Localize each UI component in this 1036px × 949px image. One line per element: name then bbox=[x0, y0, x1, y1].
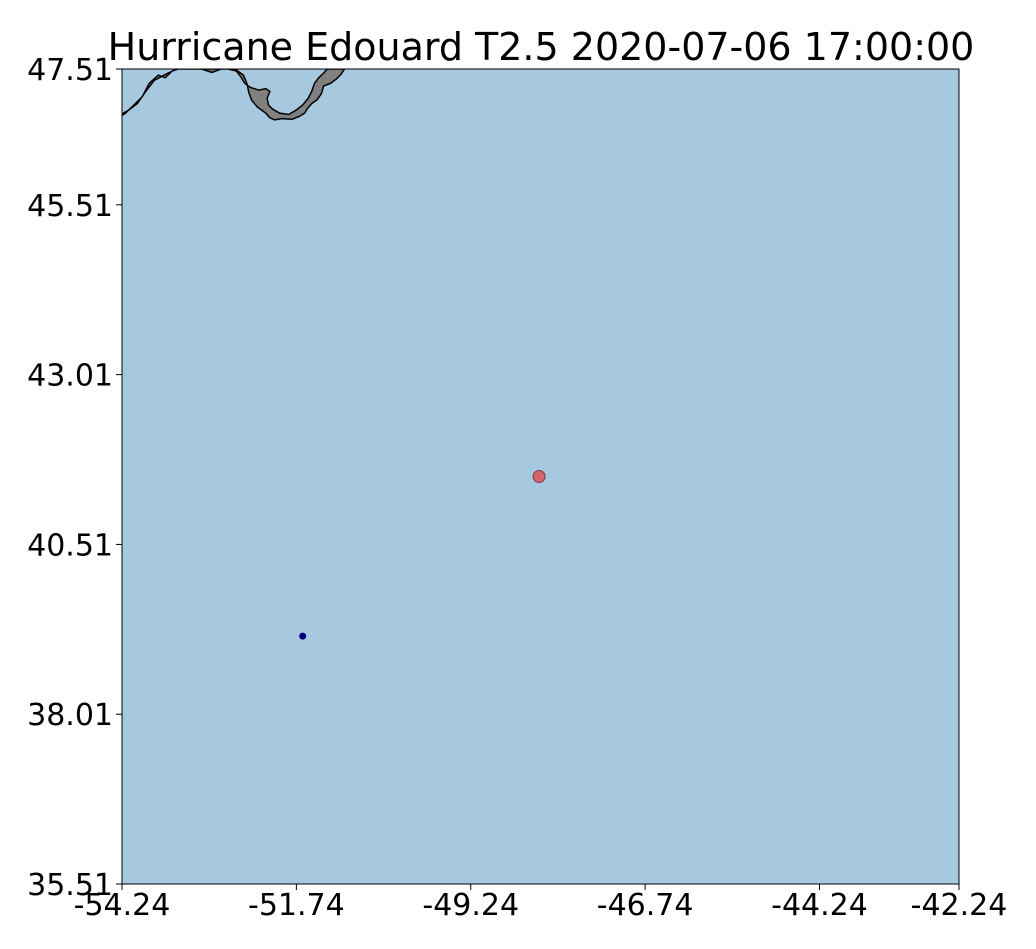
x-tick-label: -44.24 bbox=[771, 888, 868, 923]
y-tick-label: 47.51 bbox=[27, 53, 113, 88]
y-tick-label: 45.51 bbox=[27, 189, 113, 224]
x-tick-label: -51.74 bbox=[248, 888, 345, 923]
storm-center-marker bbox=[532, 470, 546, 483]
x-tick-label: -54.24 bbox=[74, 888, 171, 923]
x-tick-label: -49.24 bbox=[422, 888, 519, 923]
y-tick-label: 38.01 bbox=[27, 698, 113, 733]
x-axis: -54.24 -51.74 -49.24 -46.74 -44.24 -42.24 bbox=[74, 884, 1008, 923]
plot-frame bbox=[121, 68, 960, 885]
map-title: Hurricane Edouard T2.5 2020-07-06 17:00:… bbox=[108, 25, 975, 69]
x-tick-label: -42.24 bbox=[911, 888, 1008, 923]
y-tick-label: 35.51 bbox=[27, 868, 113, 903]
y-axis: 35.51 38.01 40.51 43.01 45.51 47.51 bbox=[27, 53, 122, 903]
x-tick-label: -46.74 bbox=[597, 888, 694, 923]
points-layer bbox=[299, 470, 546, 640]
y-tick-label: 43.01 bbox=[27, 359, 113, 394]
y-tick-label: 40.51 bbox=[27, 528, 113, 563]
observation-point-marker bbox=[299, 632, 307, 640]
